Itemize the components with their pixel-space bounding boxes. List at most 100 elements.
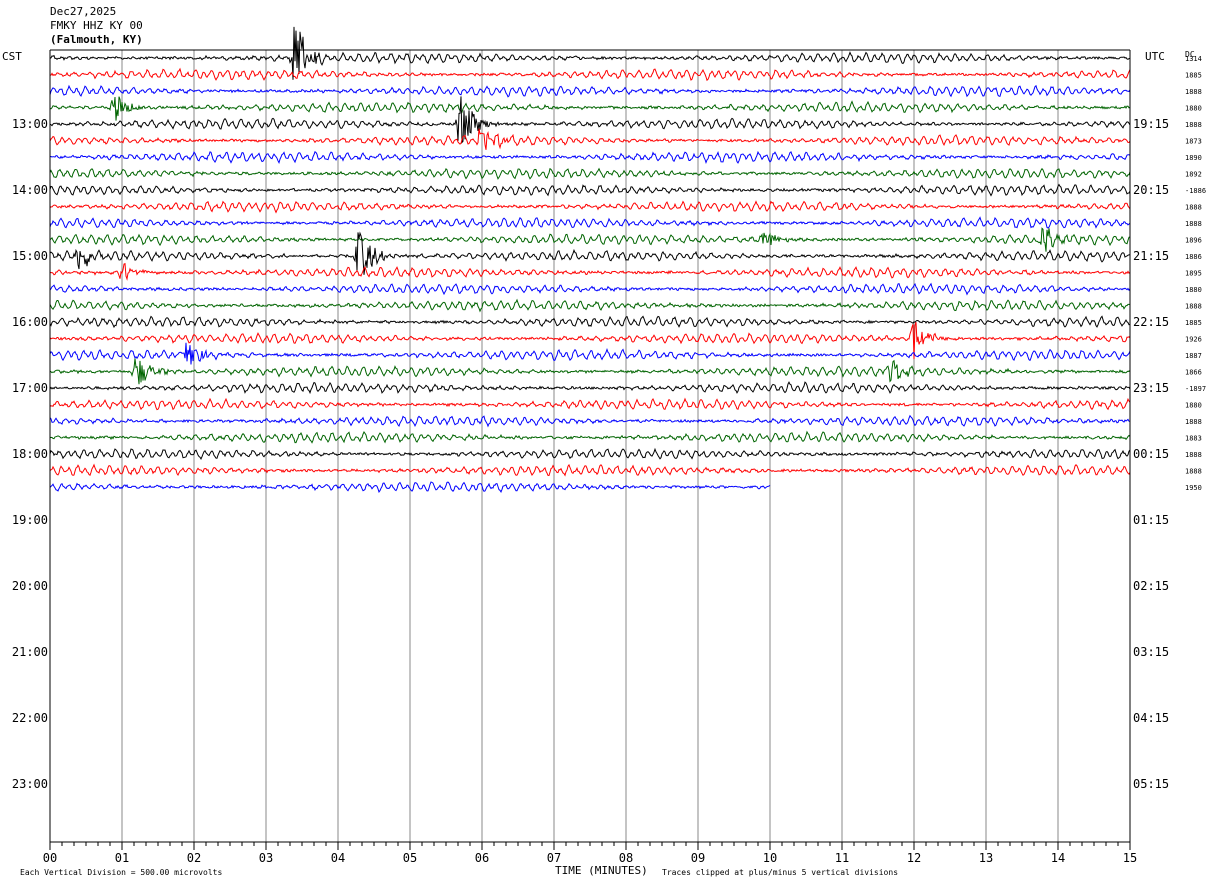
utc-hour-label: 01:15 [1133,513,1169,527]
dc-offset-value: 1888 [1185,204,1202,212]
dc-offset-value: -1886 [1185,187,1206,195]
cst-hour-label: 21:00 [12,645,48,659]
dc-offset-value: 1880 [1185,402,1202,410]
cst-hour-label: 14:00 [12,183,48,197]
dc-offset-value: 1892 [1185,171,1202,179]
trace-13 [49,262,1131,281]
vertical-division-note: Each Vertical Division = 500.00 microvol… [20,868,223,877]
x-axis-title: TIME (MINUTES) [555,864,648,877]
station-label: FMKY HHZ KY 00 [50,19,143,32]
date-label: Dec27,2025 [50,5,117,18]
dc-offset-value: 1888 [1185,418,1202,426]
trace-7 [49,167,1131,180]
x-tick-label-14: 14 [1051,851,1065,865]
trace-8 [49,183,1131,197]
dc-offset-value: 1886 [1185,253,1202,261]
dc-offset-value: 1888 [1185,451,1202,459]
cst-hour-label: 13:00 [12,117,48,131]
cst-hour-label: 23:00 [12,777,48,791]
utc-hour-label: 03:15 [1133,645,1169,659]
trace-9 [49,200,1131,214]
dc-offset-value: 1888 [1185,220,1202,228]
utc-hour-label: 02:15 [1133,579,1169,593]
trace-15 [49,298,1130,313]
x-tick-label-02: 02 [187,851,201,865]
trace-26 [49,481,771,494]
utc-hour-label: 05:15 [1133,777,1169,791]
dc-offset-value: 1890 [1185,154,1202,162]
dc-offset-value: 1895 [1185,270,1202,278]
dc-offset-value: 1880 [1185,286,1202,294]
utc-hour-label: 21:15 [1133,249,1169,263]
utc-hour-label: 00:15 [1133,447,1169,461]
seismic-traces [49,26,1131,494]
plot-frame [49,49,1131,843]
x-tick-label-09: 09 [691,851,705,865]
x-tick-label-12: 12 [907,851,921,865]
trace-16 [49,315,1131,329]
dc-offset-value: 1888 [1185,88,1202,96]
x-tick-label-06: 06 [475,851,489,865]
x-tick-label-11: 11 [835,851,849,865]
cst-label: CST [2,50,22,63]
dc-offset-value: 1883 [1185,435,1202,443]
dc-offset-value: 1950 [1185,484,1202,492]
dc-offset-value: 1866 [1185,369,1202,377]
x-tick-label-04: 04 [331,851,345,865]
trace-4 [49,96,1131,144]
dc-offset-value: -1897 [1185,385,1206,393]
clip-note: Traces clipped at plus/minus 5 vertical … [662,868,899,877]
trace-19 [49,358,1131,385]
trace-17 [49,322,1131,360]
x-tick-label-13: 13 [979,851,993,865]
dc-offset-value: 1887 [1185,352,1202,360]
utc-hour-label: 04:15 [1133,711,1169,725]
dc-offset-value: 1314 [1185,55,1202,63]
dc-offset-value: 1926 [1185,336,1202,344]
trace-10 [49,216,1131,229]
minute-gridlines [121,50,1059,842]
x-tick-label-01: 01 [115,851,129,865]
utc-hour-label: 23:15 [1133,381,1169,395]
trace-20 [49,381,1131,395]
trace-1 [49,67,1131,82]
x-tick-label-00: 00 [43,851,57,865]
dc-offset-value: 1885 [1185,319,1202,327]
dc-offset-value: 1885 [1185,72,1202,80]
cst-hour-label: 15:00 [12,249,48,263]
trace-24 [49,447,1131,460]
dc-offset-value: 1880 [1185,105,1202,113]
dc-offset-value: 1896 [1185,237,1202,245]
trace-23 [49,430,1131,444]
trace-22 [49,414,1131,428]
location-label: (Falmouth, KY) [50,33,143,46]
trace-14 [49,282,1131,296]
x-tick-label-05: 05 [403,851,417,865]
x-tick-label-15: 15 [1123,851,1137,865]
x-tick-label-03: 03 [259,851,273,865]
x-tick-label-07: 07 [547,851,561,865]
cst-hour-label: 20:00 [12,579,48,593]
dc-offset-value: 1888 [1185,303,1202,311]
cst-hour-label: 18:00 [12,447,48,461]
trace-0 [49,26,1131,80]
trace-18 [49,342,1131,365]
trace-2 [49,84,1131,98]
x-tick-label-10: 10 [763,851,777,865]
trace-6 [49,150,1131,165]
utc-hour-label: 19:15 [1133,117,1169,131]
dc-offset-value: 1888 [1185,468,1202,476]
utc-label: UTC [1145,50,1165,63]
trace-12 [49,231,1131,275]
x-axis-ticks: 00 01 02 03 04 05 06 07 08 09 10 11 12 13 14 15 [43,842,1137,865]
cst-hour-label: 17:00 [12,381,48,395]
utc-hour-label: 22:15 [1133,315,1169,329]
trace-3 [49,96,1131,121]
trace-5 [49,128,1131,150]
hour-labels: 13:00 19:15 14:00 20:15 15:00 21:15 16:00 22:15… [12,117,1169,791]
dc-offset-value: 1873 [1185,138,1202,146]
utc-hour-label: 20:15 [1133,183,1169,197]
cst-hour-label: 19:00 [12,513,48,527]
trace-21 [49,397,1131,411]
